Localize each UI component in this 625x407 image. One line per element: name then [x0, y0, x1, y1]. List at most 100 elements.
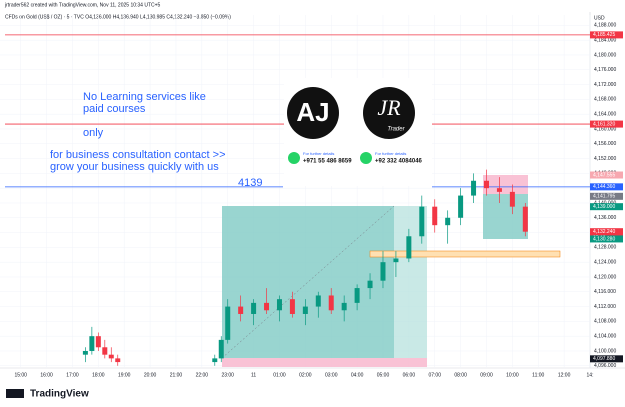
- y-tick-label: 4,156.000: [594, 141, 616, 147]
- candle-body: [212, 358, 218, 363]
- y-tick-label: 4,160.000: [594, 126, 616, 132]
- loss-zone: [222, 358, 427, 367]
- x-tick-label: 14:: [587, 372, 594, 378]
- y-tick-label: 4,124.000: [594, 260, 616, 266]
- details: For further details: [375, 151, 406, 156]
- y-tick-label: 4,152.000: [594, 156, 616, 162]
- candle-body: [432, 206, 438, 226]
- x-tick-label: 07:00: [428, 372, 441, 378]
- x-tick-label: 17:00: [66, 372, 79, 378]
- candle-body: [115, 358, 121, 363]
- logo-jr-sub: Trader: [387, 127, 405, 133]
- x-tick-label: 12:00: [558, 372, 571, 378]
- y-tick-label: 4,100.000: [594, 348, 616, 354]
- price-tag-label: 4,185.425: [593, 32, 615, 38]
- price-tag: [590, 31, 623, 39]
- x-tick-label: 23:00: [221, 372, 234, 378]
- candle-body: [315, 295, 321, 307]
- candle-body: [354, 288, 360, 303]
- candle-body: [82, 350, 88, 355]
- x-tick-label: 22:00: [196, 372, 209, 378]
- loss-zone: [483, 175, 528, 194]
- candle-body: [95, 336, 101, 348]
- x-tick-label: 11: [251, 372, 256, 378]
- x-tick-label: 15:00: [14, 372, 27, 378]
- candle-body: [328, 295, 334, 311]
- annotation: grow your business quickly with us: [50, 161, 219, 173]
- candle-body: [419, 206, 425, 237]
- candle-body: [89, 336, 95, 351]
- time-axis: 15:00 16:00 17:00 18:00 19:00 20:00 21:00 22:00…: [14, 372, 593, 378]
- phone: +92 332 4084046: [375, 159, 423, 165]
- x-tick-label: 08:00: [454, 372, 467, 378]
- footer-logo: [6, 389, 24, 398]
- y-tick-label: 4,188.000: [594, 23, 616, 29]
- price-labels: 4,185.425 4,161.320 4,144.360 4,147.555 4,14…: [590, 31, 623, 363]
- candle-body: [276, 299, 282, 311]
- x-tick-label: 11:00: [532, 372, 544, 378]
- candle-body: [496, 188, 502, 192]
- y-tick-label: 4,120.000: [594, 274, 616, 280]
- candle-body: [218, 339, 224, 359]
- annotation: 4139: [238, 177, 262, 189]
- candle-body: [264, 302, 270, 311]
- price-tag: [590, 183, 623, 191]
- candle-body: [458, 195, 464, 218]
- price-tag-label: 4,139.000: [593, 204, 615, 210]
- price-tag: [590, 120, 623, 128]
- price-tag: [590, 355, 623, 363]
- y-tick-label: 4,108.000: [594, 319, 616, 325]
- x-tick-label: 02:00: [299, 372, 312, 378]
- whatsapp-icon: [360, 152, 372, 164]
- footer-brand: TradingView: [30, 389, 89, 400]
- candle-body: [225, 306, 231, 340]
- y-tick-label: 4,184.000: [594, 37, 616, 43]
- x-tick-label: 05:00: [377, 372, 390, 378]
- price-tag-label: 4,141.795: [593, 194, 615, 200]
- candle-body: [102, 347, 108, 355]
- annotation: for business consultation contact >>: [50, 149, 226, 161]
- candle-body: [393, 258, 399, 263]
- candle-body: [302, 306, 308, 314]
- price-tag-label: 4,144.360: [593, 184, 615, 190]
- candle-body: [380, 262, 386, 281]
- candle-body: [341, 302, 347, 311]
- candle-body: [289, 299, 295, 314]
- y-tick-label: 4,164.000: [594, 111, 616, 117]
- candles: [82, 169, 528, 366]
- whatsapp-icon: [288, 152, 300, 164]
- x-tick-label: 19:00: [118, 372, 131, 378]
- logo-jr-text: JR: [377, 95, 401, 120]
- x-tick-label: 03:00: [325, 372, 338, 378]
- y-tick-label: 4,136.000: [594, 215, 616, 221]
- price-tag-label: 4,097.880: [593, 356, 615, 362]
- candle-body: [483, 180, 489, 189]
- logo-aj-text: AJ: [296, 97, 329, 127]
- y-tick-label: 4,096.000: [594, 363, 616, 369]
- y-tick-label: 4,172.000: [594, 82, 616, 88]
- x-tick-label: 06:00: [403, 372, 416, 378]
- currency: USD: [594, 15, 605, 21]
- candle-body: [445, 217, 451, 226]
- candle-body: [509, 191, 515, 207]
- zone: [369, 250, 561, 258]
- x-tick-label: 18:00: [92, 372, 105, 378]
- profit-zone: [483, 194, 528, 239]
- candle-body: [471, 180, 477, 196]
- annotation: paid courses: [83, 103, 146, 115]
- price-tag-label: 4,161.320: [593, 121, 615, 127]
- candle-body: [522, 206, 528, 232]
- x-tick-label: 01:00: [273, 372, 286, 378]
- price-tag-label: 4,130.280: [593, 236, 615, 242]
- x-tick-label: 10:00: [506, 372, 519, 378]
- y-tick-label: 4,112.000: [594, 304, 616, 310]
- price-tag: [590, 235, 623, 243]
- price-tag-label: 4,132.240: [593, 229, 615, 235]
- y-tick-label: 4,180.000: [594, 52, 616, 58]
- candle-body: [367, 280, 373, 289]
- x-tick-label: 09:00: [480, 372, 493, 378]
- price-tag: [590, 203, 623, 211]
- y-tick-label: 4,104.000: [594, 334, 616, 340]
- price-tag: [590, 171, 623, 179]
